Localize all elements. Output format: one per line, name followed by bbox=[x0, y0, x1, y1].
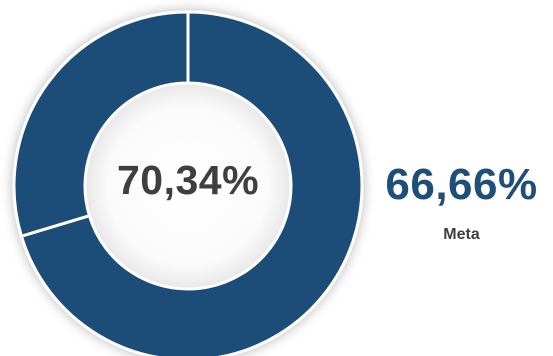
donut-slice-achieved bbox=[19, 10, 364, 356]
target-block: 66,66% Meta bbox=[370, 163, 553, 243]
donut-slice-remaining bbox=[12, 10, 190, 238]
donut-chart bbox=[12, 10, 364, 356]
donut-hole bbox=[86, 84, 290, 288]
donut-ring bbox=[12, 10, 364, 356]
target-label: Meta bbox=[443, 226, 480, 243]
achieved-percentage: 70,34% bbox=[116, 157, 260, 203]
target-percentage: 66,66% bbox=[385, 160, 538, 209]
